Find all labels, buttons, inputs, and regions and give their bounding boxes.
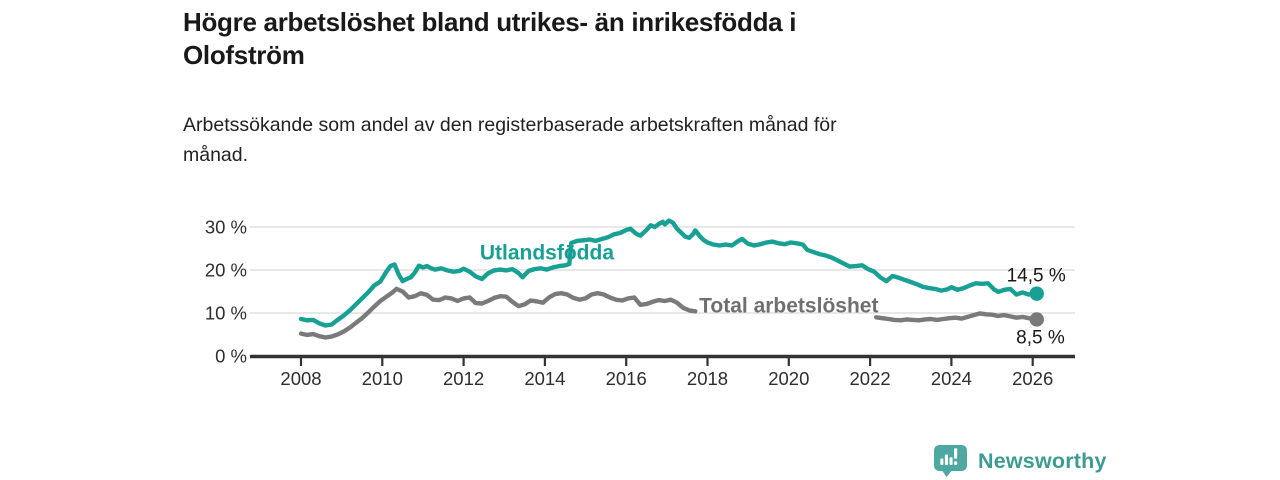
- logo-bar-glyphs: [940, 448, 958, 465]
- x-tick-label-2022: 2022: [850, 368, 891, 389]
- newsworthy-logo-icon: [934, 445, 967, 477]
- title-line-2: Olofström: [183, 40, 305, 70]
- brand-footer: Newsworthy: [934, 445, 1107, 478]
- series-end-dot: [1029, 286, 1044, 301]
- x-tick-label-2012: 2012: [443, 368, 484, 389]
- y-tick-label-0: 0 %: [215, 346, 247, 367]
- x-tick-label-2010: 2010: [362, 368, 403, 389]
- series-end-value-label: 14,5 %: [1007, 266, 1066, 287]
- series-end-value-label: 8,5 %: [1016, 327, 1065, 348]
- brand-name: Newsworthy: [978, 449, 1107, 473]
- series-line-total-arbetsl-shet-part2: [874, 311, 1039, 323]
- page-title: Högre arbetslöshet bland utrikes- än inr…: [183, 6, 1043, 72]
- x-tick-label-2020: 2020: [768, 368, 809, 389]
- title-line-1: Högre arbetslöshet bland utrikes- än inr…: [183, 7, 797, 37]
- chart-header: Högre arbetslöshet bland utrikes- än inr…: [183, 6, 1043, 72]
- x-tick-label-2024: 2024: [931, 368, 972, 389]
- y-tick-label-20: 20 %: [205, 260, 247, 281]
- x-tick-label-2018: 2018: [687, 368, 728, 389]
- series-inline-label: Utlandsfödda: [480, 241, 614, 264]
- subtitle-line-2: månad.: [183, 144, 249, 166]
- y-tick-label-30: 30 %: [205, 217, 247, 238]
- series-inline-label: Total arbetslöshet: [699, 294, 878, 317]
- series-line-utlandsf-dda: [298, 218, 1039, 328]
- x-tick-label-2026: 2026: [1012, 368, 1053, 389]
- x-tick-label-2008: 2008: [280, 368, 321, 389]
- chart-subtitle: Arbetssökande som andel av den registerb…: [183, 110, 1043, 170]
- subtitle-line-1: Arbetssökande som andel av den registerb…: [183, 114, 837, 136]
- y-tick-label-10: 10 %: [205, 303, 247, 324]
- x-tick-label-2016: 2016: [606, 368, 647, 389]
- series-line-total-arbetsl-shet: [298, 286, 698, 340]
- x-tick-label-2014: 2014: [524, 368, 565, 389]
- series-end-dot: [1029, 312, 1044, 327]
